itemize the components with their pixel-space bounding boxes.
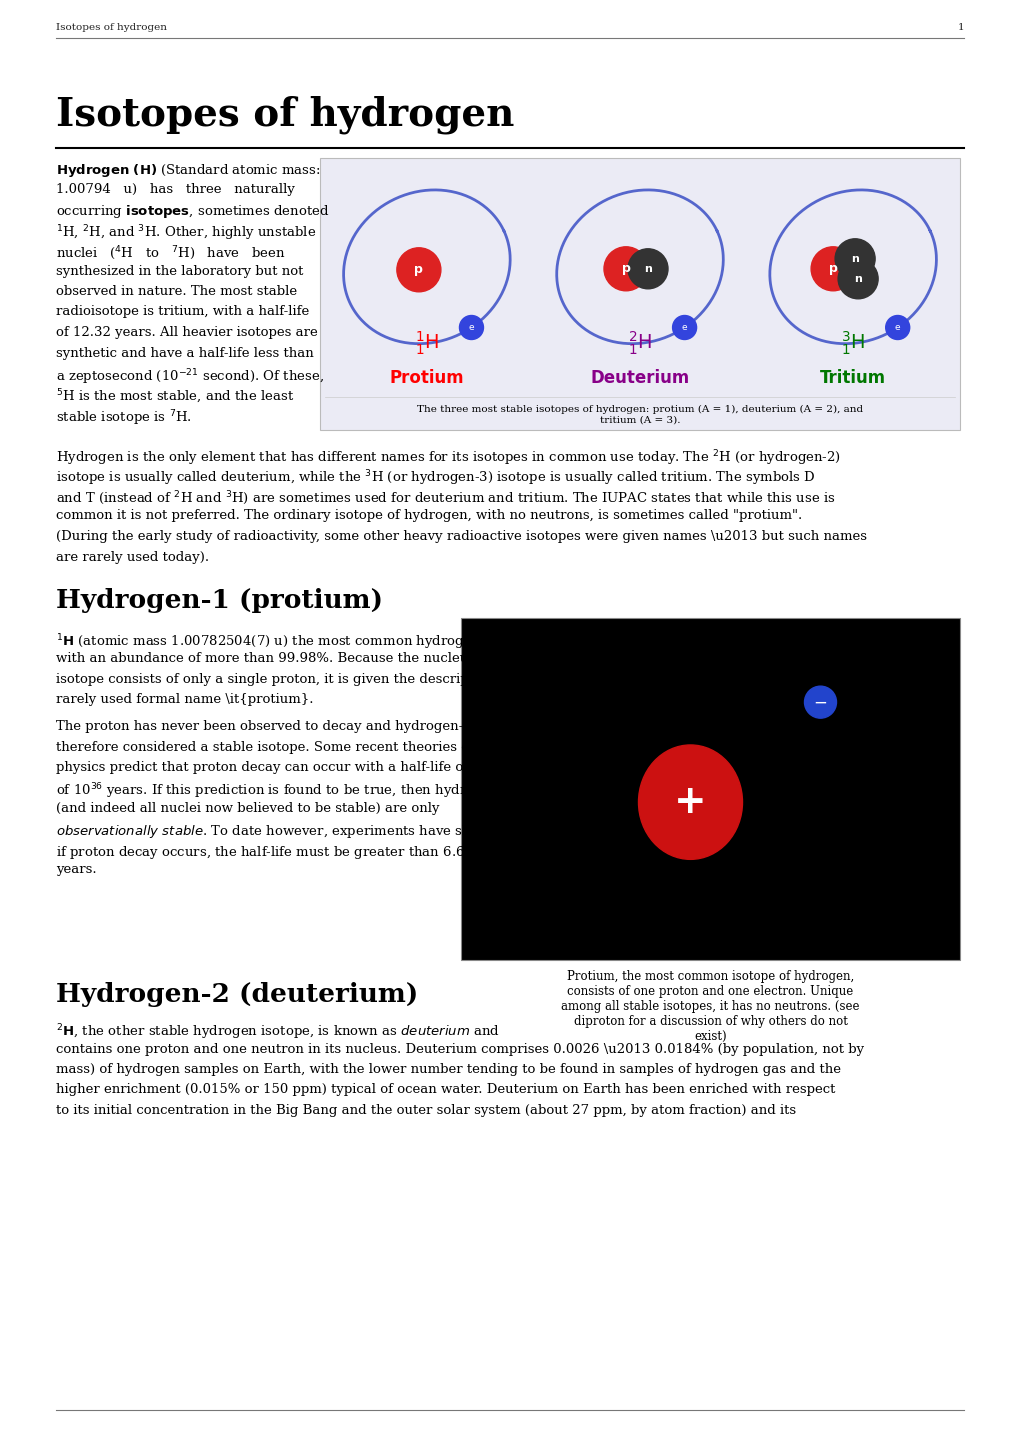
Text: among all stable isotopes, it has no neutrons. (see: among all stable isotopes, it has no neu… (560, 999, 859, 1012)
Text: Hydrogen is the only element that has different names for its isotopes in common: Hydrogen is the only element that has di… (56, 448, 840, 467)
Bar (461, 619, 959, 960)
Text: $\mathregular{^2_1}$H: $\mathregular{^2_1}$H (628, 329, 651, 356)
Text: higher enrichment (0.015% or 150 ppm) typical of ocean water. Deuterium on Earth: higher enrichment (0.015% or 150 ppm) ty… (56, 1083, 835, 1096)
Text: contains one proton and one neutron in its nucleus. Deuterium comprises 0.0026 \: contains one proton and one neutron in i… (56, 1043, 863, 1056)
Text: are rarely used today).: are rarely used today). (56, 551, 209, 564)
Text: n: n (853, 274, 861, 284)
Text: and T (instead of $^2$H and $^3$H) are sometimes used for deuterium and tritium.: and T (instead of $^2$H and $^3$H) are s… (56, 489, 835, 506)
Text: $\it{observationally\ stable}$. To date however, experiments have shown that: $\it{observationally\ stable}$. To date … (56, 822, 531, 839)
Circle shape (552, 624, 867, 940)
Text: diproton for a discussion of why others do not: diproton for a discussion of why others … (573, 1015, 847, 1028)
Circle shape (884, 316, 909, 339)
Text: consists of one proton and one electron. Unique: consists of one proton and one electron.… (567, 985, 853, 998)
Text: Isotopes of hydrogen: Isotopes of hydrogen (56, 23, 167, 33)
Text: to its initial concentration in the Big Bang and the outer solar system (about 2: to its initial concentration in the Big … (56, 1105, 796, 1118)
Text: $^5$H is the most stable, and the least: $^5$H is the most stable, and the least (56, 388, 293, 405)
Text: $^1\bf{H}$ (atomic mass 1.00782504(7) u) the most common hydrogen isotope: $^1\bf{H}$ (atomic mass 1.00782504(7) u)… (56, 632, 533, 652)
Circle shape (810, 247, 854, 291)
Text: occurring $\bf{isotopes}$, sometimes denoted: occurring $\bf{isotopes}$, sometimes den… (56, 203, 329, 221)
Text: (and indeed all nuclei now believed to be stable) are only: (and indeed all nuclei now believed to b… (56, 802, 439, 815)
Circle shape (459, 316, 483, 339)
Text: n: n (643, 264, 651, 274)
Text: Tritium: Tritium (819, 369, 886, 388)
Text: nuclei   ($^4$H   to   $^7$H)   have   been: nuclei ($^4$H to $^7$H) have been (56, 244, 285, 261)
Text: observed in nature. The most stable: observed in nature. The most stable (56, 286, 297, 298)
Text: years.: years. (56, 864, 97, 877)
Text: p: p (827, 262, 837, 275)
Text: therefore considered a stable isotope. Some recent theories of particle: therefore considered a stable isotope. S… (56, 741, 529, 754)
Text: $^2\bf{H}$, the other stable hydrogen isotope, is known as $\it{deuterium}$ and: $^2\bf{H}$, the other stable hydrogen is… (56, 1022, 499, 1041)
Text: The three most stable isotopes of hydrogen: protium (A = 1), deuterium (A = 2), : The three most stable isotopes of hydrog… (417, 405, 862, 425)
Text: $\mathregular{^3_1}$H: $\mathregular{^3_1}$H (841, 329, 864, 356)
Text: isotope consists of only a single proton, it is given the descriptive but: isotope consists of only a single proton… (56, 673, 519, 686)
Text: exist): exist) (694, 1030, 727, 1043)
Text: n: n (850, 254, 858, 264)
Text: e: e (894, 323, 900, 332)
Text: Hydrogen-1 (protium): Hydrogen-1 (protium) (56, 588, 382, 613)
Circle shape (628, 249, 667, 288)
Text: physics predict that proton decay can occur with a half-life of the order: physics predict that proton decay can oc… (56, 761, 535, 774)
Circle shape (603, 247, 647, 291)
Text: Protium, the most common isotope of hydrogen,: Protium, the most common isotope of hydr… (567, 970, 853, 983)
Text: The proton has never been observed to decay and hydrogen-1 is: The proton has never been observed to de… (56, 720, 486, 733)
Text: of 12.32 years. All heavier isotopes are: of 12.32 years. All heavier isotopes are (56, 326, 318, 339)
Text: Protium: Protium (389, 369, 464, 388)
Circle shape (838, 258, 877, 298)
Circle shape (672, 316, 696, 339)
Text: $\bf{Hydrogen}$ $\bf{(H)}$ (Standard atomic mass:: $\bf{Hydrogen}$ $\bf{(H)}$ (Standard ato… (56, 162, 320, 179)
Text: of 10$^{36}$ years. If this prediction is found to be true, then hydrogen-1: of 10$^{36}$ years. If this prediction i… (56, 782, 511, 802)
Text: common it is not preferred. The ordinary isotope of hydrogen, with no neutrons, : common it is not preferred. The ordinary… (56, 509, 802, 522)
Text: 1: 1 (957, 23, 963, 33)
Text: (During the early study of radioactivity, some other heavy radioactive isotopes : (During the early study of radioactivity… (56, 531, 866, 544)
Circle shape (835, 239, 874, 278)
Text: with an abundance of more than 99.98%. Because the nucleus of this: with an abundance of more than 99.98%. B… (56, 652, 521, 666)
Text: a zeptosecond (10$^{-21}$ second). Of these,: a zeptosecond (10$^{-21}$ second). Of th… (56, 368, 324, 386)
Bar (320, 159, 959, 430)
Text: stable isotope is $^7$H.: stable isotope is $^7$H. (56, 408, 192, 428)
Text: $^1$H, $^2$H, and $^3$H. Other, highly unstable: $^1$H, $^2$H, and $^3$H. Other, highly u… (56, 224, 316, 244)
Text: synthesized in the laboratory but not: synthesized in the laboratory but not (56, 264, 303, 277)
Text: −: − (813, 694, 826, 711)
Text: p: p (414, 264, 423, 277)
Text: 1.00794   u)   has   three   naturally: 1.00794 u) has three naturally (56, 183, 294, 196)
Text: if proton decay occurs, the half-life must be greater than 6.6 \u00d7 10$^{33}$: if proton decay occurs, the half-life mu… (56, 844, 548, 862)
Text: $\mathregular{^1_1}$H: $\mathregular{^1_1}$H (415, 329, 438, 356)
Circle shape (804, 686, 836, 718)
Text: e: e (681, 323, 687, 332)
Text: radioisotope is tritium, with a half-life: radioisotope is tritium, with a half-lif… (56, 306, 309, 319)
Text: synthetic and have a half-life less than: synthetic and have a half-life less than (56, 346, 314, 359)
Text: Hydrogen-2 (deuterium): Hydrogen-2 (deuterium) (56, 982, 418, 1007)
Text: Isotopes of hydrogen: Isotopes of hydrogen (56, 95, 514, 134)
Text: e: e (468, 323, 474, 332)
Text: p: p (621, 262, 630, 275)
Text: Deuterium: Deuterium (590, 369, 689, 388)
Text: isotope is usually called deuterium, while the $^3$H (or hydrogen-3) isotope is : isotope is usually called deuterium, whi… (56, 469, 815, 487)
Text: mass) of hydrogen samples on Earth, with the lower number tending to be found in: mass) of hydrogen samples on Earth, with… (56, 1063, 841, 1076)
Ellipse shape (638, 746, 742, 859)
Circle shape (396, 248, 440, 291)
Text: +: + (674, 783, 706, 820)
Text: rarely used formal name \it{protium}.: rarely used formal name \it{protium}. (56, 694, 313, 707)
